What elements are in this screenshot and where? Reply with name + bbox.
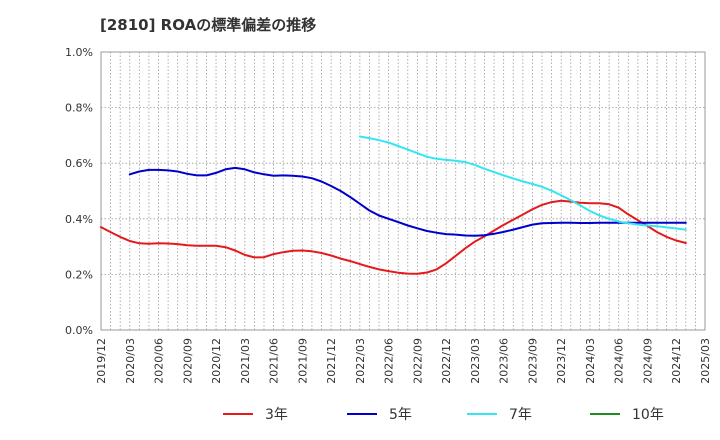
y-tick-label: 0.8% [65, 102, 93, 115]
grid-lines [101, 52, 705, 330]
legend-label: 7年 [509, 407, 532, 423]
x-tick-label: 2022/06 [383, 338, 396, 384]
x-tick-label: 2023/09 [526, 338, 539, 384]
x-tick-label: 2020/06 [153, 338, 166, 384]
x-tick-label: 2021/09 [296, 338, 309, 384]
x-tick-label: 2022/12 [440, 338, 453, 384]
x-tick-label: 2024/12 [670, 338, 683, 384]
x-tick-label: 2020/03 [124, 338, 137, 384]
y-tick-label: 0.2% [65, 268, 93, 281]
series-line-5年 [128, 166, 687, 237]
x-tick-label: 2024/09 [641, 338, 654, 384]
chart-title: [2810] ROAの標準偏差の推移 [100, 16, 317, 34]
x-tick-label: 2025/03 [699, 338, 712, 384]
y-tick-label: 0.4% [65, 213, 93, 226]
plot-area [100, 51, 706, 331]
x-tick-label: 2023/12 [555, 338, 568, 384]
y-tick-label: 0.6% [65, 157, 93, 170]
x-tick-label: 2023/06 [498, 338, 511, 384]
x-tick-label: 2019/12 [95, 338, 108, 384]
x-tick-label: 2021/03 [239, 338, 252, 384]
y-tick-label: 0.0% [65, 324, 93, 337]
x-tick-label: 2024/06 [613, 338, 626, 384]
legend-label: 3年 [265, 407, 288, 423]
x-tick-label: 2021/12 [325, 338, 338, 384]
x-tick-label: 2023/03 [469, 338, 482, 384]
x-tick-label: 2022/09 [411, 338, 424, 384]
axis-ticks: 0.0% 0.2% 0.4% 0.6% 0.8% 1.0% 2019/12 2020/03 20… [65, 46, 712, 384]
series-line-7年 [358, 135, 687, 231]
x-tick-label: 2020/12 [210, 338, 223, 384]
series-line-3年 [100, 199, 687, 275]
y-tick-label: 1.0% [65, 46, 93, 59]
x-tick-label: 2022/03 [354, 338, 367, 384]
x-tick-label: 2024/03 [584, 338, 597, 384]
legend-label: 10年 [632, 407, 664, 423]
x-tick-label: 2021/06 [268, 338, 281, 384]
legend-label: 5年 [389, 407, 412, 423]
x-tick-label: 2020/09 [181, 338, 194, 384]
series-lines [100, 135, 687, 275]
legend: 3年 5年 7年 10年 [223, 407, 664, 423]
